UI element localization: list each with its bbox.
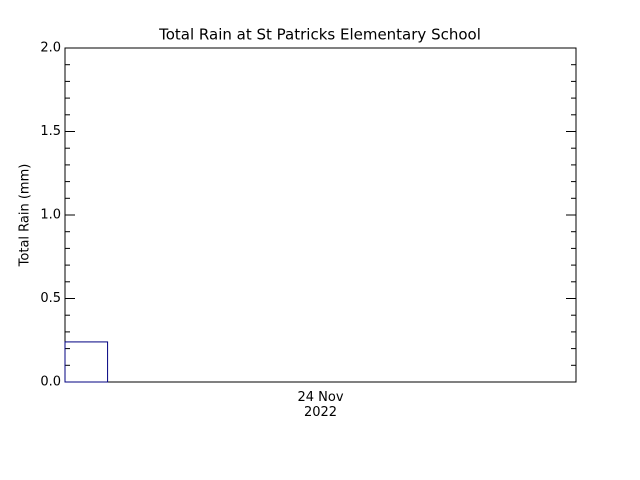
bar xyxy=(64,341,109,383)
x-tick-label: 24 Nov 2022 xyxy=(297,390,344,420)
y-tick-label: 2.0 xyxy=(40,41,61,56)
chart-title: Total Rain at St Patricks Elementary Sch… xyxy=(158,26,481,44)
y-tick-label: 1.0 xyxy=(40,208,61,223)
y-tick-label: 0.0 xyxy=(40,375,61,390)
y-tick-label: 0.5 xyxy=(40,291,61,306)
y-tick-label: 1.5 xyxy=(40,124,61,139)
plot-frame xyxy=(64,47,577,383)
y-axis-label: Total Rain (mm) xyxy=(18,164,33,268)
